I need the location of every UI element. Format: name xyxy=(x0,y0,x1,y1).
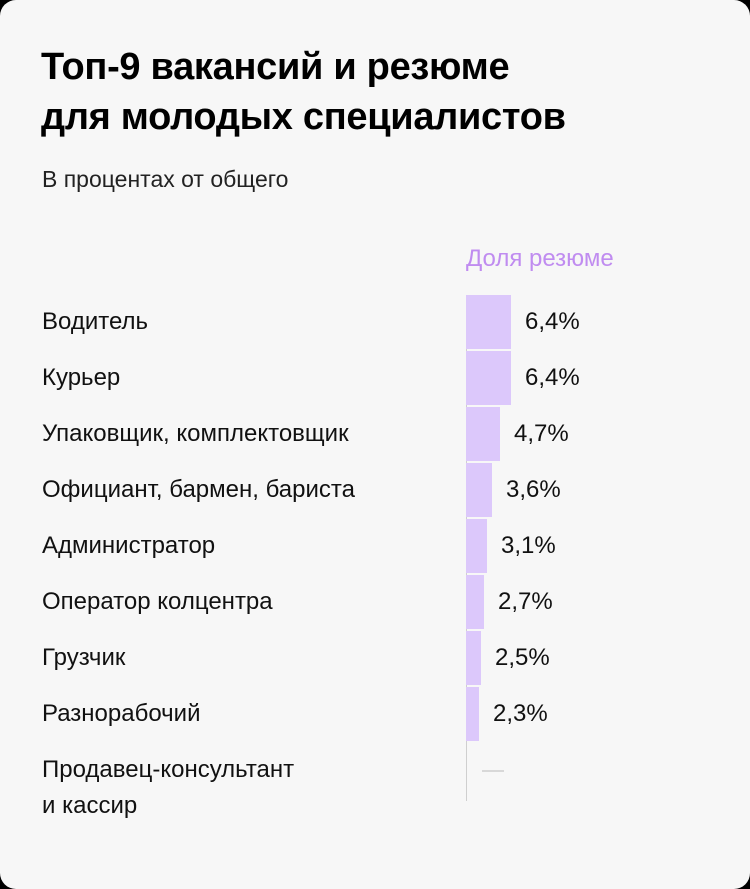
bar xyxy=(466,295,511,349)
row-label: Разнорабочий xyxy=(42,700,201,727)
legend-label: Доля резюме xyxy=(466,245,614,272)
bar-row: Администратор 3,1% xyxy=(0,519,750,575)
bar-row: Упаковщик, комплектовщик 4,7% xyxy=(0,407,750,463)
row-label: Официант, бармен, бариста xyxy=(42,476,355,503)
bar-row: Разнорабочий 2,3% xyxy=(0,687,750,743)
chart-title: Топ-9 вакансий и резюме для молодых спец… xyxy=(41,42,566,142)
row-label: Оператор колцентра xyxy=(42,588,273,615)
bar-row: Грузчик 2,5% xyxy=(0,631,750,687)
row-value: 2,3% xyxy=(493,700,548,727)
bar xyxy=(466,575,484,629)
row-value: 3,1% xyxy=(501,532,556,559)
row-label: Продавец-консультант и кассир xyxy=(42,755,294,821)
title-line-1: Топ-9 вакансий и резюме xyxy=(41,46,510,88)
row-label: Водитель xyxy=(42,308,149,335)
row-label-line-2: и кассир xyxy=(42,792,138,819)
bar-row: Курьер 6,4% xyxy=(0,351,750,407)
bar xyxy=(466,631,481,685)
bar xyxy=(466,519,487,573)
no-data-dash xyxy=(482,770,504,772)
title-line-2: для молодых специалистов xyxy=(41,96,566,138)
bar-row: Продавец-консультант и кассир xyxy=(0,743,750,819)
row-value: 6,4% xyxy=(525,308,580,335)
row-label: Грузчик xyxy=(42,644,126,671)
row-value: 2,7% xyxy=(498,588,553,615)
row-value: 3,6% xyxy=(506,476,561,503)
row-label: Курьер xyxy=(42,364,121,391)
bar-row: Оператор колцентра 2,7% xyxy=(0,575,750,631)
bar xyxy=(466,687,479,741)
row-label: Упаковщик, комплектовщик xyxy=(42,420,349,447)
bar xyxy=(466,351,511,405)
row-value: 6,4% xyxy=(525,364,580,391)
row-value: 4,7% xyxy=(514,420,569,447)
row-label: Администратор xyxy=(42,532,216,559)
row-value: 2,5% xyxy=(495,644,550,671)
bar-row: Водитель 6,4% xyxy=(0,295,750,351)
bar xyxy=(466,407,500,461)
chart-subtitle: В процентах от общего xyxy=(42,166,289,192)
bar xyxy=(466,463,492,517)
row-label-line-1: Продавец-консультант xyxy=(42,756,295,783)
bar-row: Официант, бармен, бариста 3,6% xyxy=(0,463,750,519)
